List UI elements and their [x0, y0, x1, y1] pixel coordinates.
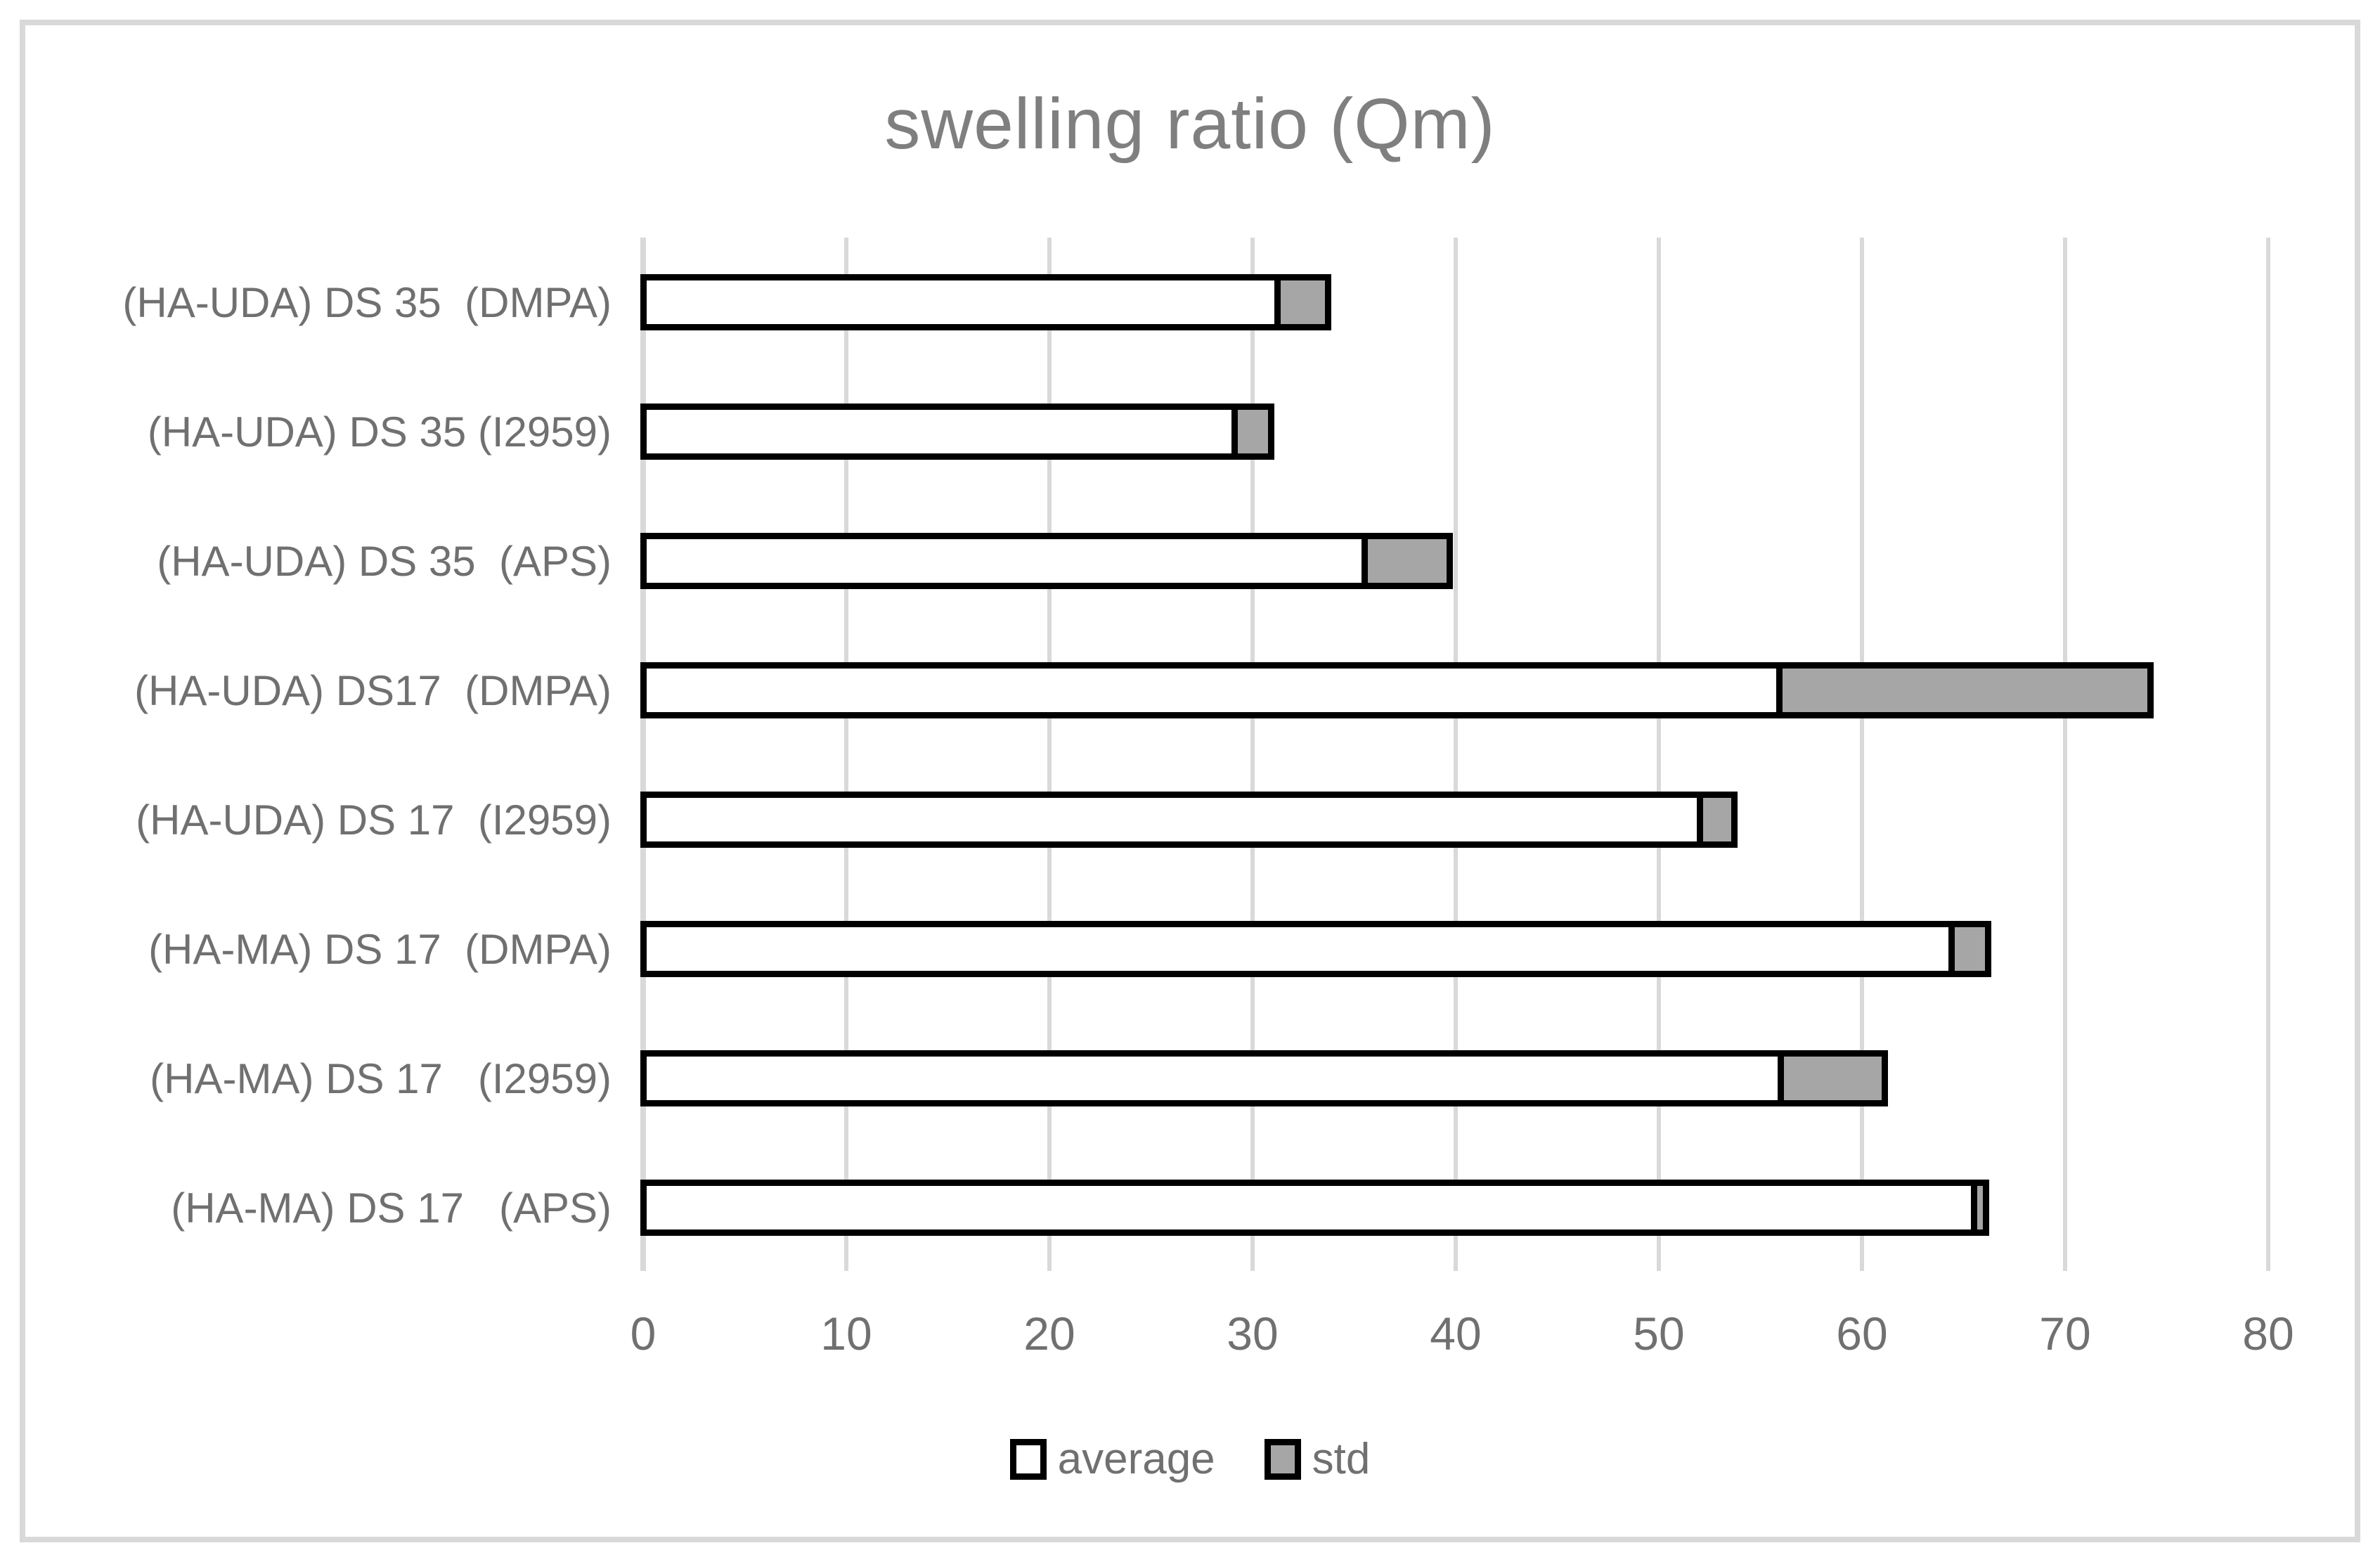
legend-item-std: std	[1264, 1435, 1371, 1484]
bar-std-segment	[1696, 792, 1738, 848]
bar-std-segment	[1776, 662, 2154, 718]
category-label: (HA-MA) DS 17 (DMPA)	[148, 925, 612, 973]
gridline	[844, 238, 848, 1271]
category-label: (HA-MA) DS 17 (APS)	[171, 1184, 612, 1232]
bar-std-segment	[1274, 274, 1331, 330]
gridline	[1250, 238, 1255, 1271]
x-tick-label: 10	[820, 1308, 872, 1360]
category-label: (HA-UDA) DS 35 (APS)	[157, 537, 612, 585]
gridline	[1860, 238, 1864, 1271]
x-tick-label: 40	[1430, 1308, 1482, 1360]
gridline	[2266, 238, 2270, 1271]
x-tick-label: 50	[1633, 1308, 1685, 1360]
bar-average-segment	[640, 792, 1703, 848]
legend: average std	[0, 1431, 2380, 1487]
bar-average-segment	[640, 921, 1955, 977]
gridline	[2063, 238, 2067, 1271]
category-label: (HA-UDA) DS 35 (DMPA)	[122, 278, 612, 326]
x-tick-label: 0	[630, 1308, 657, 1360]
x-tick-label: 80	[2242, 1308, 2294, 1360]
bar-std-segment	[1231, 404, 1274, 460]
gridline	[1657, 238, 1661, 1271]
x-tick-label: 30	[1227, 1308, 1279, 1360]
bar-average-segment	[640, 1050, 1785, 1106]
x-tick-label: 20	[1023, 1308, 1075, 1360]
bar-average-segment	[640, 1180, 1977, 1236]
legend-label-std: std	[1312, 1435, 1371, 1483]
category-label: (HA-UDA) DS17 (DMPA)	[134, 666, 612, 714]
bar-std-segment	[1948, 921, 1992, 977]
chart-title: swelling ratio (Qm)	[884, 84, 1496, 164]
y-axis-line	[640, 238, 646, 1271]
category-label: (HA-UDA) DS 35 (I2959)	[147, 408, 612, 456]
category-label: (HA-UDA) DS 17 (I2959)	[136, 796, 612, 844]
x-tick-label: 60	[1836, 1308, 1888, 1360]
legend-item-average: average	[1009, 1435, 1215, 1484]
bar-average-segment	[640, 662, 1783, 718]
legend-label-average: average	[1057, 1435, 1215, 1483]
gridline	[1454, 238, 1458, 1271]
bar-std-segment	[1361, 533, 1454, 589]
legend-std-swatch-icon	[1264, 1439, 1301, 1480]
bar-average-segment	[640, 274, 1281, 330]
bar-average-segment	[640, 404, 1238, 460]
bar-std-segment	[1778, 1050, 1888, 1106]
category-label: (HA-MA) DS 17 (I2959)	[150, 1054, 612, 1102]
legend-average-swatch-icon	[1009, 1439, 1047, 1480]
bar-std-segment	[1970, 1180, 1990, 1236]
gridline	[1047, 238, 1052, 1271]
x-tick-label: 70	[2039, 1308, 2091, 1360]
bar-average-segment	[640, 533, 1368, 589]
